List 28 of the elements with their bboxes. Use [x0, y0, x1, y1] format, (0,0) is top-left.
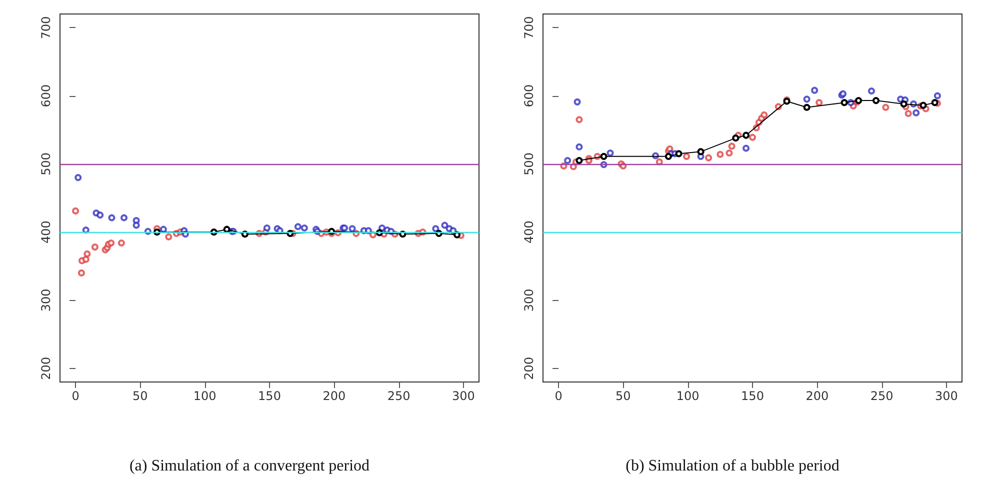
text: (b) Simulation of a bubble period [626, 458, 840, 474]
y-tick-label: 300 [39, 288, 53, 312]
x-tick-label: 0 [554, 389, 562, 403]
y-tick-label: 400 [39, 220, 53, 244]
y-tick-label: 300 [522, 288, 536, 312]
x-tick-label: 0 [72, 389, 80, 403]
y-tick-label: 200 [522, 356, 536, 380]
y-tick-label: 500 [522, 152, 536, 176]
x-tick-label: 200 [806, 389, 829, 403]
x-tick-label: 50 [132, 389, 148, 403]
y-tick-label: 200 [39, 356, 53, 380]
x-tick-label: 300 [452, 389, 475, 403]
x-tick-label: 100 [193, 389, 216, 403]
x-tick-label: 50 [616, 389, 631, 403]
x-tick-label: 150 [258, 389, 281, 403]
x-tick-label: 150 [741, 389, 764, 403]
x-tick-label: 250 [870, 389, 894, 403]
x-tick-label: 200 [322, 389, 346, 403]
y-tick-label: 400 [522, 220, 536, 244]
y-tick-label: 700 [39, 16, 53, 40]
x-tick-label: 100 [676, 389, 700, 403]
y-tick-label: 700 [522, 16, 536, 40]
x-tick-label: 250 [387, 389, 410, 403]
x-tick-label: 300 [935, 389, 958, 403]
y-tick-label: 500 [39, 152, 53, 176]
y-tick-label: 600 [39, 84, 53, 108]
text: (a) Simulation of a convergent period [129, 458, 370, 474]
y-tick-label: 600 [522, 84, 536, 108]
